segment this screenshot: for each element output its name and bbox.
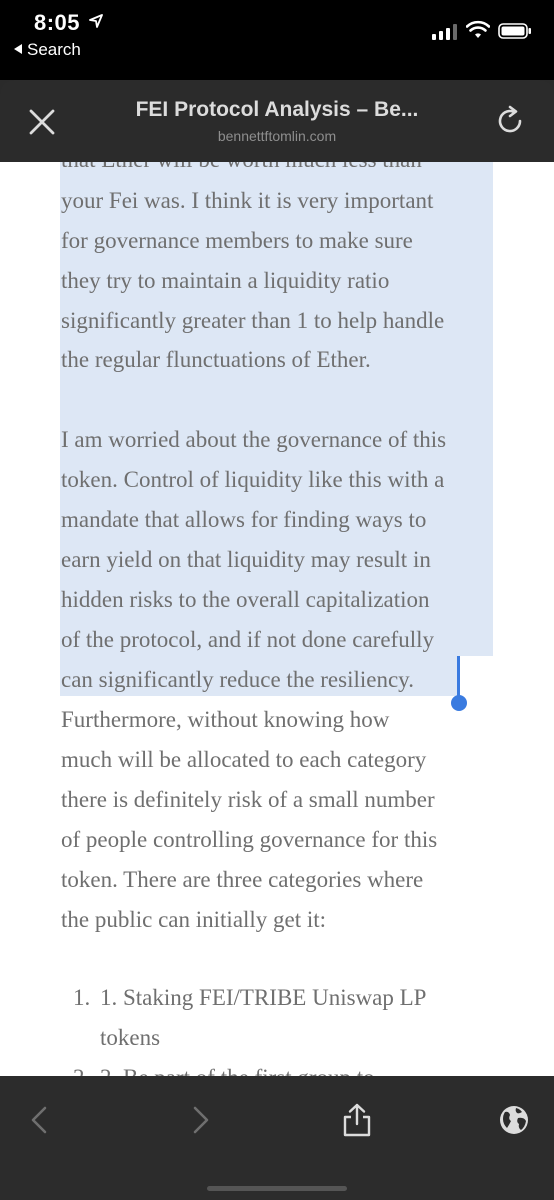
browser-header: FEI Protocol Analysis – Be... bennettfto… [0,80,554,162]
cellular-signal-icon [432,24,457,40]
back-triangle-icon [14,44,22,54]
back-icon[interactable] [22,1102,58,1138]
article-line: your Fei was. I think it is very importa… [61,188,434,213]
article-line: of people controlling governance for thi… [61,827,438,852]
wifi-icon [466,20,490,38]
article-line: for governance members to make sure [61,228,413,253]
share-icon[interactable] [339,1102,375,1138]
status-bar: 8:05 Search [0,0,554,80]
browser-chrome-top: 8:05 Search FEI Protocol Analysis – Be. [0,0,554,162]
reload-icon[interactable] [496,104,526,136]
article-line: of the protocol, and if not done careful… [61,627,434,652]
selection-end-handle-knob[interactable] [451,695,467,711]
globe-icon[interactable] [496,1102,532,1138]
article-line: mandate that allows for finding ways to [61,507,427,532]
home-indicator[interactable] [207,1186,347,1191]
back-to-search-link[interactable]: Search [14,40,81,60]
page-domain: bennettftomlin.com [217,128,337,144]
article-line: token. Control of liquidity like this wi… [61,467,445,492]
article-line: earn yield on that liquidity may result … [61,547,431,572]
article-line: Furthermore, without knowing how [61,707,390,732]
list-item-line: tokens [100,1025,161,1050]
selection-end-handle[interactable] [457,656,460,700]
article-line: there is definitely risk of a small numb… [61,787,435,812]
article-line: can significantly reduce the resiliency. [61,667,414,692]
close-icon[interactable] [28,108,56,136]
forward-icon[interactable] [182,1102,218,1138]
location-arrow-icon [89,14,103,28]
text-selection-highlight [60,158,493,656]
text-selection-highlight-tail [60,656,458,696]
browser-toolbar [0,1076,554,1200]
article-line: I am worried about the governance of thi… [61,427,447,452]
page-title: FEI Protocol Analysis – Be... [135,98,419,121]
article-line: token. There are three categories where [61,867,424,892]
article-line: hidden risks to the overall capitalizati… [61,587,430,612]
article-line: they try to maintain a liquidity ratio [61,268,390,293]
article-line: much will be allocated to each category [61,747,427,772]
battery-icon [498,23,531,39]
back-to-search-label: Search [27,40,81,59]
article-line: the public can initially get it: [61,907,327,932]
article-line: significantly greater than 1 to help han… [61,308,445,333]
list-number: 1. [73,985,91,1010]
list-item-line: 1. Staking FEI/TRIBE Uniswap LP [100,985,427,1010]
article-line: the regular flunctuations of Ether. [61,347,371,372]
clock: 8:05 [34,10,81,35]
